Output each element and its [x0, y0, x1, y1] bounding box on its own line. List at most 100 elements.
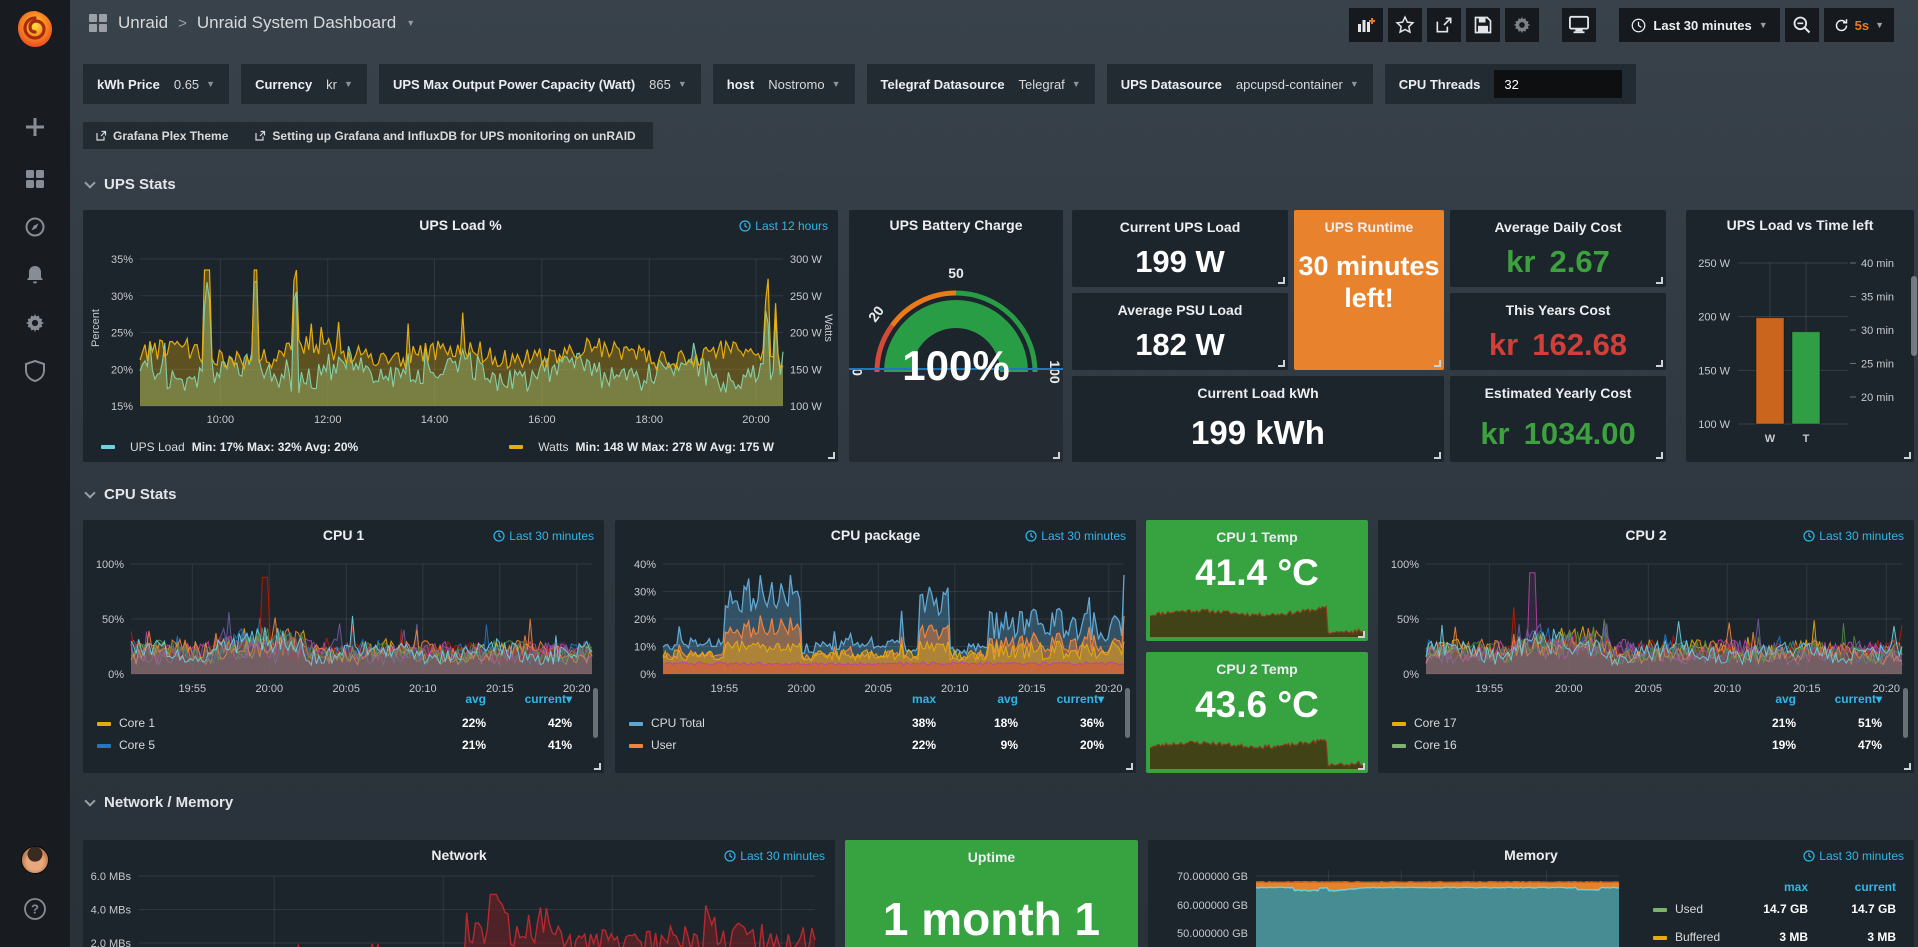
panel-resize-handle[interactable] [1656, 452, 1663, 459]
panel-title[interactable]: This Years Cost [1450, 302, 1666, 318]
legend-swatch[interactable] [629, 744, 643, 748]
legend-swatch[interactable] [1653, 908, 1667, 912]
panel-resize-handle[interactable] [1278, 360, 1285, 367]
panel-resize-handle[interactable] [1904, 763, 1911, 770]
explore-icon[interactable] [0, 210, 70, 244]
legend-header-avg[interactable]: avg [406, 692, 486, 706]
cycle-view-button[interactable] [1562, 8, 1596, 42]
dashboard-settings-button[interactable] [1505, 8, 1539, 42]
panel-resize-handle[interactable] [1904, 452, 1911, 459]
panel-title[interactable]: Average PSU Load [1072, 302, 1288, 318]
save-button[interactable] [1466, 8, 1500, 42]
variable-ups-datasource[interactable]: UPS Datasourceapcupsd-container▼ [1107, 64, 1373, 104]
variable-value-dropdown[interactable]: 0.65▼ [174, 77, 215, 92]
panel-title[interactable]: Current UPS Load [1072, 219, 1288, 235]
panel-title[interactable]: UPS Runtime [1294, 219, 1444, 235]
panel-resize-handle[interactable] [594, 763, 601, 770]
variable-ups-max-output-power-capacity-watt-[interactable]: UPS Max Output Power Capacity (Watt)865▼ [379, 64, 701, 104]
legend-scrollbar[interactable] [593, 688, 598, 738]
legend-series-name[interactable]: CPU Total [651, 716, 705, 730]
legend-swatch[interactable] [97, 744, 111, 748]
panel-title[interactable]: Current Load kWh [1072, 385, 1444, 401]
panel-resize-handle[interactable] [1434, 452, 1441, 459]
variable-input[interactable] [1494, 70, 1622, 98]
refresh-picker[interactable]: 5s ▼ [1824, 8, 1894, 42]
cpu2-chart[interactable]: 100%50%0%19:5520:0020:0520:1020:1520:20 [1378, 520, 1914, 773]
panel-title[interactable]: Average Daily Cost [1450, 219, 1666, 235]
legend-header-avg[interactable]: avg [938, 692, 1018, 706]
panel-title[interactable]: Uptime [845, 849, 1138, 865]
legend-swatch[interactable] [629, 722, 643, 726]
legend-ups-load[interactable]: UPS LoadMin: 17% Max: 32% Avg: 20% [101, 440, 358, 454]
legend-swatch[interactable] [101, 445, 115, 449]
variable-value-dropdown[interactable]: 865▼ [649, 77, 687, 92]
admin-shield-icon[interactable] [0, 354, 70, 388]
panel-resize-handle[interactable] [1434, 360, 1441, 367]
ups-load-vs-time-chart[interactable]: 250 W200 W150 W100 W40 min35 min30 min25… [1686, 210, 1914, 462]
panel-resize-handle[interactable] [1358, 763, 1365, 770]
add-panel-button[interactable] [1349, 8, 1383, 42]
legend-header-current[interactable]: current▾ [492, 692, 572, 706]
panel-resize-handle[interactable] [828, 452, 835, 459]
panel-resize-handle[interactable] [1053, 452, 1060, 459]
user-avatar[interactable] [21, 846, 49, 874]
cpu1-chart[interactable]: 100%50%0%19:5520:0020:0520:1020:1520:20 [83, 520, 604, 773]
legend-swatch[interactable] [1392, 722, 1406, 726]
variable-kwh-price[interactable]: kWh Price0.65▼ [83, 64, 229, 104]
grafana-logo-icon[interactable] [14, 8, 56, 50]
variable-telegraf-datasource[interactable]: Telegraf DatasourceTelegraf▼ [867, 64, 1095, 104]
page-scrollbar-thumb[interactable] [1911, 276, 1917, 356]
share-button[interactable] [1427, 8, 1461, 42]
legend-series-name[interactable]: UPS Load [130, 440, 185, 454]
legend-watts[interactable]: WattsMin: 148 W Max: 278 W Avg: 175 W [509, 440, 774, 454]
zoom-out-button[interactable] [1785, 8, 1819, 42]
panel-title[interactable]: Estimated Yearly Cost [1450, 385, 1666, 401]
legend-header-max[interactable]: max [1728, 880, 1808, 894]
variable-cpu-threads[interactable]: CPU Threads [1385, 64, 1637, 104]
legend-header-current[interactable]: current▾ [1802, 692, 1882, 706]
variable-value-dropdown[interactable]: Telegraf▼ [1019, 77, 1081, 92]
legend-scrollbar[interactable] [1903, 688, 1908, 738]
link-grafana-plex-theme[interactable]: Grafana Plex Theme [95, 129, 228, 143]
legend-swatch[interactable] [97, 722, 111, 726]
variable-value-dropdown[interactable]: kr▼ [326, 77, 353, 92]
dashboards-icon[interactable] [0, 162, 70, 196]
dashboard-title[interactable]: Unraid System Dashboard [197, 13, 396, 33]
variable-host[interactable]: hostNostromo▼ [713, 64, 855, 104]
legend-series-name[interactable]: Core 5 [119, 738, 155, 752]
legend-swatch[interactable] [1653, 936, 1667, 940]
panel-resize-handle[interactable] [1656, 277, 1663, 284]
variable-currency[interactable]: Currencykr▼ [241, 64, 367, 104]
section-cpu-stats[interactable]: CPU Stats [86, 486, 177, 503]
legend-series-name[interactable]: Watts [538, 440, 568, 454]
legend-header-current[interactable]: current [1816, 880, 1896, 894]
link-ups-monitoring-guide[interactable]: Setting up Grafana and InfluxDB for UPS … [254, 129, 635, 143]
legend-swatch[interactable] [1392, 744, 1406, 748]
variable-value-dropdown[interactable]: apcupsd-container▼ [1236, 77, 1359, 92]
help-icon[interactable]: ? [0, 892, 70, 926]
breadcrumb-root[interactable]: Unraid [118, 13, 168, 33]
alerting-bell-icon[interactable] [0, 258, 70, 292]
legend-header-avg[interactable]: avg [1716, 692, 1796, 706]
network-chart[interactable]: 6.0 MBs4.0 MBs2.0 MBs [83, 840, 835, 947]
legend-series-name[interactable]: Buffered [1675, 930, 1720, 944]
variable-value-dropdown[interactable]: Nostromo▼ [768, 77, 840, 92]
legend-series-name[interactable]: User [651, 738, 676, 752]
legend-series-name[interactable]: Used [1675, 902, 1703, 916]
add-icon[interactable] [0, 110, 70, 144]
star-button[interactable] [1388, 8, 1422, 42]
legend-swatch[interactable] [509, 445, 523, 449]
panel-resize-handle[interactable] [1126, 763, 1133, 770]
panel-resize-handle[interactable] [1656, 360, 1663, 367]
cpu-package-chart[interactable]: 40%30%20%10%0%19:5520:0020:0520:1020:152… [615, 520, 1136, 773]
legend-series-name[interactable]: Core 16 [1414, 738, 1457, 752]
legend-series-name[interactable]: Core 17 [1414, 716, 1457, 730]
legend-header-max[interactable]: max [856, 692, 936, 706]
configuration-gear-icon[interactable] [0, 306, 70, 340]
panel-resize-handle[interactable] [1358, 631, 1365, 638]
legend-series-name[interactable]: Core 1 [119, 716, 155, 730]
panel-resize-handle[interactable] [1278, 277, 1285, 284]
legend-scrollbar[interactable] [1125, 688, 1130, 738]
ups-load-chart[interactable]: 35%30%25%20%15%300 W250 W200 W150 W100 W… [83, 210, 838, 462]
legend-header-current[interactable]: current▾ [1024, 692, 1104, 706]
